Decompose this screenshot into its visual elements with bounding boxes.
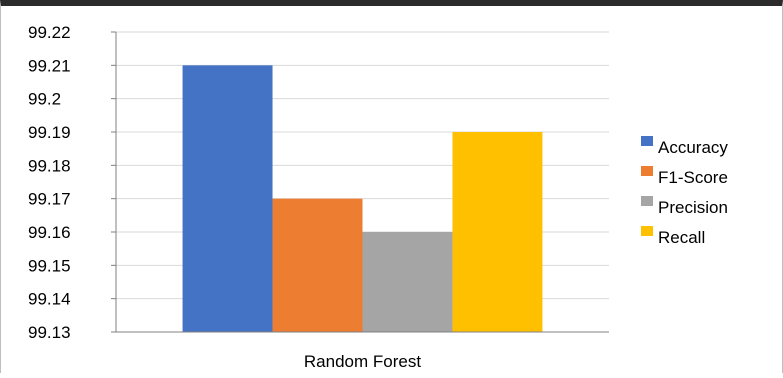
legend-swatch [641, 226, 653, 236]
x-category-label: Random Forest [304, 352, 421, 371]
legend-label: F1-Score [658, 168, 728, 187]
y-tick-label: 99.2 [28, 90, 61, 109]
y-tick-label: 99.17 [28, 190, 71, 209]
y-tick-label: 99.21 [28, 56, 71, 75]
y-tick-label: 99.18 [28, 156, 71, 175]
bar-precision [362, 232, 453, 332]
legend-swatch [641, 196, 653, 206]
legend-swatch [641, 136, 653, 146]
bar-f1-score [272, 198, 363, 332]
x-axis: Random Forest [116, 331, 609, 371]
y-tick-label: 99.19 [28, 123, 71, 142]
bars [182, 65, 543, 333]
bar-accuracy [182, 65, 273, 333]
bar-chart: 99.13 99.14 99.15 99.16 99.17 99.18 99.19 99.2 9… [28, 23, 728, 371]
y-tick-label: 99.15 [28, 256, 71, 275]
legend-label: Precision [658, 198, 728, 217]
y-axis: 99.13 99.14 99.15 99.16 99.17 99.18 99.19 99.2 9… [28, 23, 117, 342]
legend-swatch [641, 166, 653, 176]
y-tick-label: 99.22 [28, 23, 71, 42]
legend-label: Accuracy [658, 138, 728, 157]
legend: Accuracy F1-Score Precision Recall [641, 136, 728, 247]
y-tick-label: 99.16 [28, 223, 71, 242]
legend-label: Recall [658, 228, 705, 247]
bar-recall [452, 132, 543, 332]
y-tick-label: 99.14 [28, 290, 71, 309]
y-tick-label: 99.13 [28, 323, 71, 342]
